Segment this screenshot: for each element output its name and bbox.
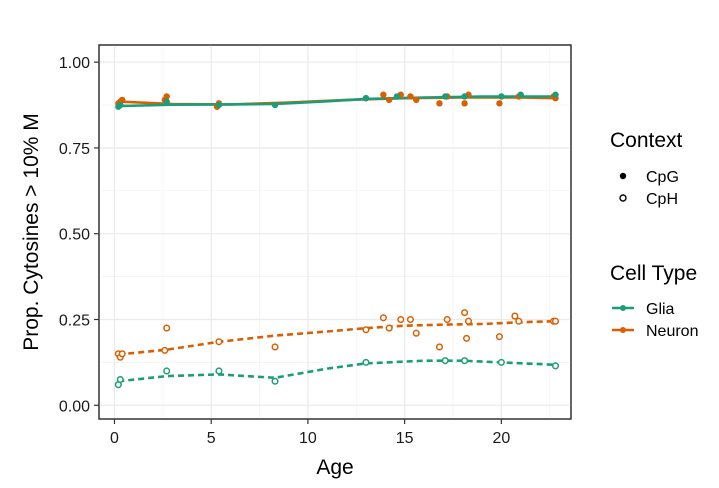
data-point — [119, 96, 126, 104]
data-point — [461, 309, 469, 317]
data-point — [362, 358, 370, 366]
x-tick-label: 15 — [396, 430, 414, 447]
legend-context: Context CpG CpH — [610, 129, 683, 208]
x-tick-label: 5 — [207, 430, 216, 447]
legend-label-neuron: Neuron — [646, 323, 698, 340]
data-point — [163, 324, 171, 332]
data-point — [385, 324, 393, 332]
panel-border — [98, 44, 572, 420]
data-point — [380, 91, 387, 98]
data-point — [496, 100, 503, 107]
y-tick-label: 0.50 — [59, 227, 90, 244]
trend-line — [118, 359, 556, 383]
data-point — [393, 93, 401, 100]
data-point — [161, 346, 169, 354]
data-point — [271, 101, 279, 109]
data-point — [551, 362, 560, 370]
data-point — [461, 93, 468, 100]
data-point — [407, 93, 414, 100]
data-point — [442, 93, 449, 100]
x-tick-label: 10 — [299, 430, 317, 447]
legend-label-glia: Glia — [646, 301, 675, 318]
data-point — [413, 96, 420, 104]
data-point — [163, 367, 171, 375]
legend-key-cph — [619, 194, 627, 202]
data-point — [551, 317, 560, 325]
data-point — [215, 101, 223, 109]
data-points — [114, 91, 560, 389]
data-point — [552, 91, 559, 98]
trend-line — [118, 319, 556, 356]
data-point — [117, 101, 124, 109]
data-point — [495, 333, 503, 341]
y-tick-label: 0.00 — [59, 398, 90, 415]
y-tick-label: 0.25 — [59, 312, 90, 329]
x-axis: 0 5 10 15 20 — [110, 419, 510, 447]
legend-label-cph: CpH — [646, 191, 678, 208]
data-point — [412, 329, 420, 337]
y-axis-label: Prop. Cytosines > 10% M — [20, 113, 43, 351]
data-point — [464, 317, 473, 325]
data-point — [385, 96, 393, 104]
legend-key-neuron-dot — [620, 327, 626, 333]
data-point — [362, 94, 370, 102]
data-point — [498, 93, 505, 100]
data-point — [215, 338, 223, 346]
data-point — [406, 315, 414, 324]
data-point — [436, 100, 443, 107]
panel-background — [98, 44, 572, 420]
data-point — [163, 98, 170, 105]
legend-title-context: Context — [610, 129, 683, 152]
legend-key-glia-dot — [620, 305, 626, 311]
data-point — [379, 314, 387, 322]
legend-label-cpg: CpG — [646, 169, 679, 186]
y-tick-label: 1.00 — [59, 55, 90, 72]
data-point — [397, 315, 405, 324]
data-point — [118, 350, 126, 358]
data-point — [497, 358, 505, 366]
data-point — [116, 375, 124, 384]
data-point — [462, 334, 471, 342]
x-tick-label: 20 — [492, 430, 510, 447]
legend-key-cpg — [619, 172, 627, 180]
data-point — [511, 312, 519, 320]
data-point — [461, 100, 468, 107]
x-tick-label: 0 — [110, 430, 119, 447]
data-point — [163, 93, 170, 100]
x-axis-label: Age — [316, 456, 353, 479]
data-point — [441, 357, 449, 365]
data-point — [443, 315, 451, 324]
data-point — [215, 367, 223, 375]
data-point — [515, 317, 523, 325]
data-point — [271, 343, 279, 351]
y-tick-label: 0.75 — [59, 141, 90, 158]
data-point — [517, 91, 524, 98]
data-point — [271, 377, 279, 385]
data-point — [461, 357, 469, 365]
y-axis: 0.00 0.25 0.50 0.75 1.00 — [59, 55, 99, 415]
data-point — [362, 326, 370, 334]
legend-title-cell-type: Cell Type — [610, 262, 697, 285]
legend-cell-type: Cell Type Glia Neuron — [610, 262, 698, 340]
data-point — [435, 343, 444, 351]
